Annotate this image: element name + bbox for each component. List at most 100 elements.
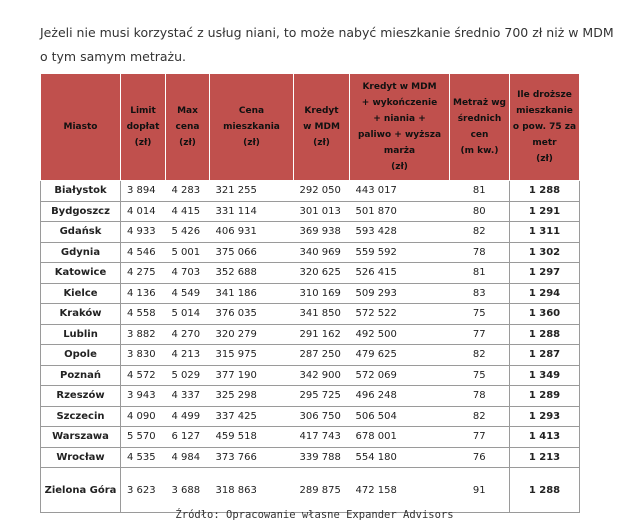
table-row: Wrocław 4 535 4 984 373 766 339 788 554 180 76…: [40, 447, 580, 468]
value-cell: 375 066: [209, 242, 294, 263]
value-cell: 3 894: [120, 180, 166, 202]
value-cell: 4 535: [120, 447, 166, 468]
value-cell: 4 499: [165, 406, 210, 427]
value-cell: 340 969: [293, 242, 350, 263]
table-row: Warszawa 5 570 6 127 459 518 417 743 678 001 7…: [40, 426, 580, 448]
table-row: Kraków 4 558 5 014 376 035 341 850 572 522 75 1…: [40, 303, 580, 325]
value-cell: 526 415: [349, 262, 450, 284]
price-difference-cell: 1 360: [509, 303, 580, 325]
column-header-line: (zł): [243, 138, 260, 148]
value-cell: 318 863: [209, 467, 294, 513]
city-cell: Białystok: [40, 180, 121, 202]
table-row: Białystok 3 894 4 283 321 255 292 050 443 017…: [40, 180, 580, 202]
value-cell: 559 592: [349, 242, 450, 263]
value-cell: 291 162: [293, 324, 350, 345]
table-row: Rzeszów 3 943 4 337 325 298 295 725 496 248 78…: [40, 385, 580, 407]
column-header-line: mieszkania: [223, 122, 280, 132]
column-header-line: + wykończenie: [361, 98, 438, 108]
value-cell: 320 625: [293, 262, 350, 284]
value-cell: 320 279: [209, 324, 294, 345]
value-cell: 572 069: [349, 365, 450, 386]
value-cell: 369 938: [293, 221, 350, 243]
value-cell: 417 743: [293, 426, 350, 448]
price-difference-cell: 1 413: [509, 426, 580, 448]
value-cell: 4 703: [165, 262, 210, 284]
column-header-line: Kredyt: [304, 106, 339, 116]
value-cell: 572 522: [349, 303, 450, 325]
value-cell: 5 570: [120, 426, 166, 448]
price-difference-cell: 1 311: [509, 221, 580, 243]
value-cell: 4 275: [120, 262, 166, 284]
value-cell: 310 169: [293, 283, 350, 304]
column-header-line: Cena: [238, 106, 265, 116]
city-cell: Bydgoszcz: [40, 201, 121, 222]
value-cell: 287 250: [293, 344, 350, 366]
table-row: Bydgoszcz 4 014 4 415 331 114 301 013 501 870…: [40, 201, 580, 222]
value-cell: 76: [449, 447, 510, 468]
value-cell: 82: [449, 406, 510, 427]
column-header-line: paliwo + wyższa: [357, 130, 442, 140]
column-header-line: Miasto: [63, 122, 98, 132]
value-cell: 4 933: [120, 221, 166, 243]
value-cell: 342 900: [293, 365, 350, 386]
column-header-line: (zł): [179, 138, 196, 148]
column-header: Max cena (zł): [165, 73, 210, 181]
price-difference-cell: 1 349: [509, 365, 580, 386]
value-cell: 4 213: [165, 344, 210, 366]
value-cell: 6 127: [165, 426, 210, 448]
value-cell: 315 975: [209, 344, 294, 366]
value-cell: 4 270: [165, 324, 210, 345]
value-cell: 82: [449, 344, 510, 366]
table-row: Szczecin 4 090 4 499 337 425 306 750 506 504 8…: [40, 406, 580, 427]
value-cell: 341 186: [209, 283, 294, 304]
source-caption: Źródło: Opracowanie własne Expander Advi…: [175, 509, 454, 521]
value-cell: 337 425: [209, 406, 294, 427]
value-cell: 5 001: [165, 242, 210, 263]
column-header-line: (zł): [313, 138, 330, 148]
column-header: Cena mieszkania (zł): [209, 73, 294, 181]
value-cell: 81: [449, 180, 510, 202]
value-cell: 4 090: [120, 406, 166, 427]
column-header-line: (zł): [391, 162, 408, 172]
price-difference-cell: 1 291: [509, 201, 580, 222]
column-header: Miasto: [40, 73, 121, 181]
column-header-line: o pow. 75 za: [512, 122, 577, 132]
table-row: Kielce 4 136 4 549 341 186 310 169 509 293 83 1…: [40, 283, 580, 304]
table-row: Zielona Góra 3 623 3 688 318 863 289 875 472 …: [40, 467, 580, 513]
value-cell: 301 013: [293, 201, 350, 222]
value-cell: 4 014: [120, 201, 166, 222]
column-header-line: cen: [470, 130, 489, 140]
value-cell: 3 623: [120, 467, 166, 513]
value-cell: 406 931: [209, 221, 294, 243]
value-cell: 501 870: [349, 201, 450, 222]
value-cell: 496 248: [349, 385, 450, 407]
city-cell: Opole: [40, 344, 121, 366]
value-cell: 292 050: [293, 180, 350, 202]
table-body: Białystok 3 894 4 283 321 255 292 050 443 017…: [40, 180, 580, 513]
value-cell: 443 017: [349, 180, 450, 202]
value-cell: 325 298: [209, 385, 294, 407]
column-header-line: marża: [383, 146, 416, 156]
city-cell: Gdynia: [40, 242, 121, 263]
price-difference-cell: 1 287: [509, 344, 580, 366]
value-cell: 377 190: [209, 365, 294, 386]
table-row: Gdańsk 4 933 5 426 406 931 369 938 593 428 82 1…: [40, 221, 580, 243]
value-cell: 3 830: [120, 344, 166, 366]
column-header-line: Ile droższe: [517, 90, 572, 100]
value-cell: 479 625: [349, 344, 450, 366]
comparison-table: Miasto Limit dopłat (zł) Max cena (zł) Cena mies…: [40, 73, 580, 513]
city-cell: Zielona Góra: [40, 467, 121, 513]
column-header: Kredyt w MDM + wykończenie + niania + paliw…: [349, 73, 450, 181]
city-cell: Rzeszów: [40, 385, 121, 407]
value-cell: 82: [449, 221, 510, 243]
city-cell: Lublin: [40, 324, 121, 345]
column-header-line: Limit: [130, 106, 156, 116]
price-difference-cell: 1 288: [509, 467, 580, 513]
column-header-line: mieszkanie: [516, 106, 573, 116]
city-cell: Kielce: [40, 283, 121, 304]
price-difference-cell: 1 288: [509, 180, 580, 202]
value-cell: 459 518: [209, 426, 294, 448]
table-row: Katowice 4 275 4 703 352 688 320 625 526 415 8…: [40, 262, 580, 284]
value-cell: 492 500: [349, 324, 450, 345]
city-cell: Gdańsk: [40, 221, 121, 243]
